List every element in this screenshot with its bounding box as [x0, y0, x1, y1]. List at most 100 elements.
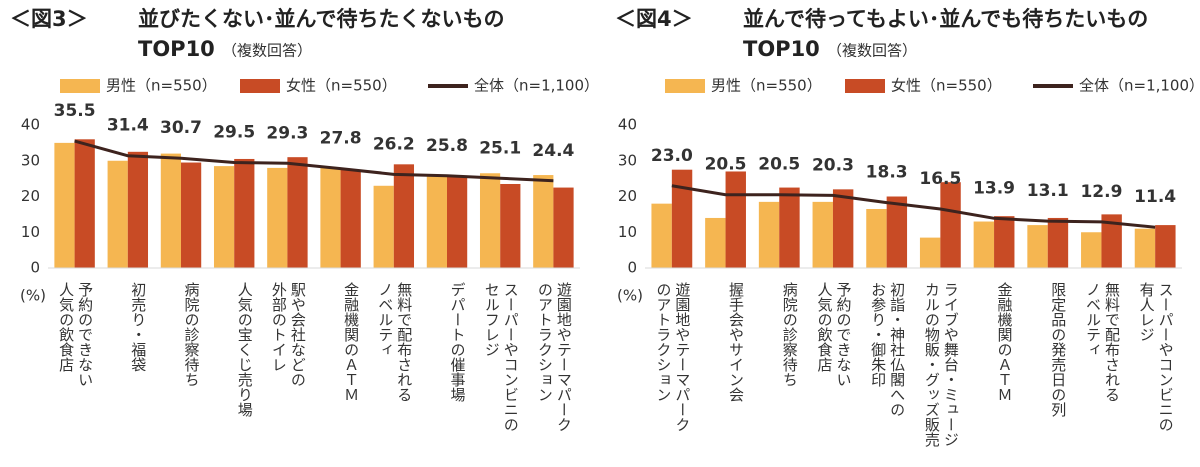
bar: [866, 209, 887, 268]
value-label: 20.5: [705, 155, 747, 175]
bar: [533, 175, 554, 268]
value-label: 11.4: [1134, 187, 1176, 207]
chart-title: 並んで待ってもよい･並んでも待ちたいもの: [743, 7, 1148, 31]
x-tick-label: 駅や会社などの: [289, 282, 307, 387]
x-tick-label: 予約のできない: [76, 282, 94, 387]
x-tick-label: 金融機関のＡＴＭ: [996, 282, 1014, 402]
x-tick-label: ノベルティ: [376, 282, 394, 357]
bar: [758, 201, 780, 268]
x-tick-label: 遊園地やテーマパーク: [555, 282, 573, 432]
x-tick-label: お参り・御朱印: [869, 282, 887, 387]
bar: [779, 187, 800, 268]
bar: [393, 164, 415, 268]
value-label: 12.9: [1080, 182, 1122, 202]
bar: [1155, 225, 1176, 268]
legend-swatch: [665, 79, 705, 93]
y-tick-label: 10: [21, 223, 40, 241]
value-label: 25.8: [426, 136, 468, 156]
x-tick-label: 病院の診察待ち: [781, 282, 799, 387]
legend-label: 全体（n=1,100）: [1079, 77, 1200, 95]
bar: [705, 217, 726, 268]
x-tick-label: セルフレジ: [483, 282, 501, 357]
value-label: 24.4: [532, 141, 574, 161]
chart-subtitle: TOP10: [138, 37, 215, 61]
bar: [287, 157, 308, 268]
bar: [426, 175, 447, 268]
y-tick-label: 0: [627, 259, 637, 277]
value-label: 20.5: [758, 155, 800, 175]
x-tick-label: 人気の飲食店: [815, 282, 833, 372]
x-tick-label: 初詣・神社仏閣への: [888, 282, 906, 417]
total-line: [671, 184, 1156, 229]
bar: [671, 169, 693, 268]
value-label: 13.9: [973, 178, 1015, 198]
legend-swatch: [845, 79, 885, 93]
bar: [479, 173, 501, 268]
bar: [181, 162, 202, 268]
bar: [340, 169, 361, 268]
bar: [994, 216, 1015, 268]
value-label: 29.3: [266, 123, 308, 143]
figure-label: ＜図3＞: [10, 7, 88, 31]
chart-note: （複数回答）: [827, 42, 917, 60]
legend-label: 全体（n=1,100）: [474, 77, 599, 95]
bar: [886, 196, 908, 268]
bar: [940, 182, 961, 268]
bar: [1081, 232, 1102, 268]
y-tick-label: 20: [618, 187, 637, 205]
value-label: 25.1: [479, 138, 521, 158]
total-line: [74, 139, 554, 183]
y-tick-label: 20: [21, 187, 40, 205]
bar: [725, 171, 746, 268]
bar: [74, 139, 95, 268]
x-tick-label: 握手会やサイン会: [727, 282, 745, 402]
value-label: 18.3: [866, 163, 908, 183]
y-tick-label: 10: [618, 223, 637, 241]
x-tick-label: デパートの催事場: [449, 282, 467, 402]
y-tick-label: 30: [21, 151, 40, 169]
x-tick-label: ノベルティ: [1084, 282, 1102, 357]
bar: [651, 203, 672, 268]
x-tick-label: 金融機関のＡＴＭ: [342, 282, 360, 402]
x-tick-label: 無料で配布される: [395, 282, 413, 402]
legend-label: 男性（n=550）: [106, 77, 217, 95]
legend-label: 男性（n=550）: [711, 77, 822, 95]
x-tick-label: 有人レジ: [1138, 282, 1156, 342]
bar: [1027, 225, 1048, 268]
bar: [1134, 228, 1156, 268]
x-tick-label: カルの物販・グッズ販売: [923, 282, 941, 448]
x-tick-label: 人気の飲食店: [57, 282, 75, 372]
bar: [54, 142, 75, 268]
bar: [234, 158, 255, 268]
bar: [500, 183, 521, 268]
x-tick-label: 遊園地やテーマパーク: [673, 282, 691, 432]
x-tick-label: 外部のトイレ: [270, 282, 288, 372]
legend-label: 女性（n=550）: [286, 77, 397, 95]
y-tick-label: 40: [21, 116, 40, 134]
bar: [107, 160, 128, 268]
value-label: 23.0: [651, 146, 693, 166]
figure-label: ＜図4＞: [615, 7, 693, 31]
bar: [160, 153, 181, 268]
legend-swatch: [60, 79, 100, 93]
x-tick-label: 無料で配布される: [1103, 282, 1121, 402]
value-label: 13.1: [1027, 181, 1069, 201]
bar: [1101, 214, 1122, 268]
value-label: 20.3: [812, 155, 854, 175]
bar: [447, 176, 468, 268]
chart-note: （複数回答）: [222, 42, 312, 60]
bar: [267, 167, 288, 268]
legend-swatch: [240, 79, 280, 93]
x-tick-label: スーパーやコンビニの: [502, 282, 520, 432]
chart-title: 並びたくない･並んで待ちたくないもの: [138, 7, 504, 31]
bar: [553, 187, 574, 268]
y-tick-label: 30: [618, 151, 637, 169]
value-label: 26.2: [373, 134, 415, 154]
x-tick-label: スーパーやコンビニの: [1157, 282, 1175, 432]
value-label: 27.8: [320, 129, 362, 149]
value-label: 30.7: [160, 118, 202, 138]
bar: [1047, 217, 1069, 268]
x-tick-label: 限定品の発売日の列: [1049, 282, 1067, 418]
x-tick-label: 人気の宝くじ売り場: [236, 282, 254, 417]
